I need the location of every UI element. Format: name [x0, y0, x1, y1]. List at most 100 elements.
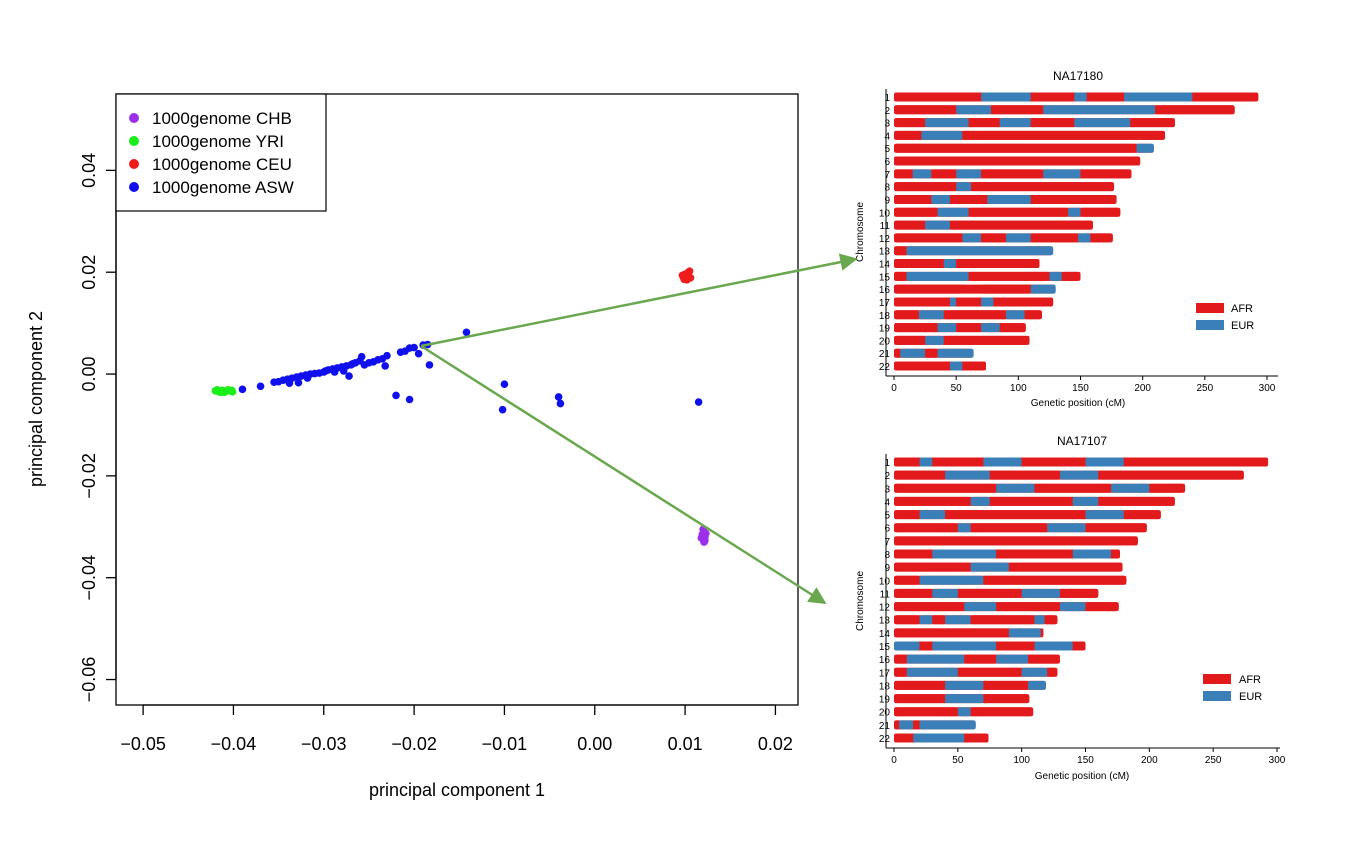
eur-segment	[919, 457, 933, 467]
eur-segment	[1047, 523, 1086, 533]
eur-segment	[970, 562, 1009, 572]
afr-segment	[913, 720, 920, 730]
afr-segment	[996, 602, 1060, 612]
chromosome-label: 16	[879, 655, 891, 666]
chromosome-label: 14	[879, 629, 891, 640]
chromosome-label: 20	[879, 336, 891, 347]
point-yri	[216, 388, 225, 397]
eur-segment	[956, 169, 982, 179]
pca-x-axis: −0.05 −0.04 −0.03 −0.02 −0.01 0.00 0.01 0.02	[120, 704, 793, 754]
afr-segment	[970, 523, 1048, 533]
afr-segment	[957, 588, 1022, 598]
chromosome-label: 7	[884, 537, 890, 548]
eur-segment	[1028, 680, 1046, 690]
eur-segment	[931, 194, 950, 204]
x-tick-label: 0	[891, 755, 897, 766]
pca-y-axis: 0.04 0.02 0.00 −0.02 −0.04 −0.06	[79, 153, 117, 702]
pca-x-tick-label: −0.01	[482, 734, 528, 754]
pca-y-tick-label: 0.04	[79, 153, 99, 188]
chromosome-label: 8	[884, 183, 890, 194]
afr-segment	[894, 271, 907, 281]
afr-segment	[1030, 118, 1075, 128]
chromosome-label: 5	[884, 144, 890, 155]
afr-segment	[894, 246, 907, 256]
afr-segment	[894, 259, 944, 269]
eur-segment	[1034, 615, 1045, 625]
eur-segment	[1030, 284, 1056, 294]
pca-x-tick-label: 0.01	[668, 734, 703, 754]
afr-segment	[981, 284, 1031, 294]
afr-segment	[932, 615, 946, 625]
afr-segment	[894, 694, 946, 704]
karyogram-2-y-axis-label: Chromosome	[855, 571, 866, 631]
afr-segment	[983, 694, 1030, 704]
afr-segment	[989, 470, 1060, 480]
eur-segment	[1074, 92, 1087, 102]
eur-segment	[921, 130, 963, 140]
afr-segment	[894, 549, 933, 559]
chromosome-label: 18	[879, 681, 891, 692]
eur-segment	[956, 105, 991, 115]
chromosome-label: 8	[884, 550, 890, 561]
point-asw	[392, 391, 400, 400]
eur-segment	[983, 457, 1022, 467]
x-tick-label: 250	[1205, 755, 1222, 766]
afr-segment	[1047, 667, 1058, 677]
legend-label-chb: 1000genome CHB	[152, 109, 292, 128]
afr-segment	[1072, 641, 1086, 651]
afr-segment	[970, 707, 1034, 717]
point-asw	[414, 349, 423, 358]
karyogram-1-legend-eur-label: EUR	[1231, 320, 1254, 332]
eur-segment	[962, 233, 982, 243]
afr-segment	[894, 523, 958, 533]
eur-segment	[1068, 207, 1081, 217]
point-asw	[500, 380, 509, 389]
karyogram-2-legend-eur-swatch	[1203, 691, 1231, 701]
eur-segment	[981, 92, 1031, 102]
afr-segment	[894, 233, 963, 243]
eur-segment	[918, 310, 944, 320]
afr-segment	[1061, 271, 1081, 281]
afr-segment	[1028, 654, 1060, 664]
point-asw	[405, 395, 414, 404]
afr-segment	[943, 310, 1006, 320]
karyogram-na17107: NA17107 12345678910111213141516171819202…	[855, 434, 1286, 782]
point-ceu	[685, 267, 694, 275]
afr-segment	[894, 654, 907, 664]
afr-segment	[1008, 562, 1123, 572]
afr-segment	[962, 361, 987, 371]
point-asw	[294, 378, 303, 387]
karyogram-2-legend: AFR EUR	[1203, 674, 1262, 703]
eur-segment	[1059, 470, 1099, 480]
eur-segment	[1124, 92, 1193, 102]
pca-y-tick-label: 0.00	[79, 357, 99, 392]
eur-segment	[981, 323, 1000, 333]
afr-segment	[894, 169, 913, 179]
chromosome-label: 17	[879, 668, 891, 679]
chromosome-label: 4	[884, 497, 890, 508]
eur-segment	[919, 575, 984, 585]
arrow-to-na17107	[420, 344, 827, 605]
afr-segment	[1080, 207, 1121, 217]
chromosome-label: 20	[879, 708, 891, 719]
point-yri	[227, 386, 236, 395]
eur-segment	[1085, 510, 1124, 520]
eur-segment	[996, 483, 1035, 493]
afr-segment	[968, 118, 1000, 128]
chromosome-label: 16	[879, 285, 891, 296]
eur-segment	[949, 297, 957, 307]
x-tick-label: 250	[1196, 383, 1213, 394]
chromosome-label: 19	[879, 324, 891, 335]
point-asw	[256, 382, 265, 391]
legend-marker-yri	[129, 136, 139, 146]
afr-segment	[1130, 118, 1175, 128]
eur-segment	[906, 667, 958, 677]
afr-segment	[894, 284, 963, 294]
afr-segment	[894, 194, 932, 204]
eur-segment	[956, 182, 972, 192]
pca-x-tick-label: −0.05	[120, 734, 166, 754]
chromosome-label: 6	[884, 157, 890, 168]
chromosome-label: 15	[879, 642, 891, 653]
afr-segment	[894, 483, 997, 493]
eur-segment	[957, 707, 971, 717]
